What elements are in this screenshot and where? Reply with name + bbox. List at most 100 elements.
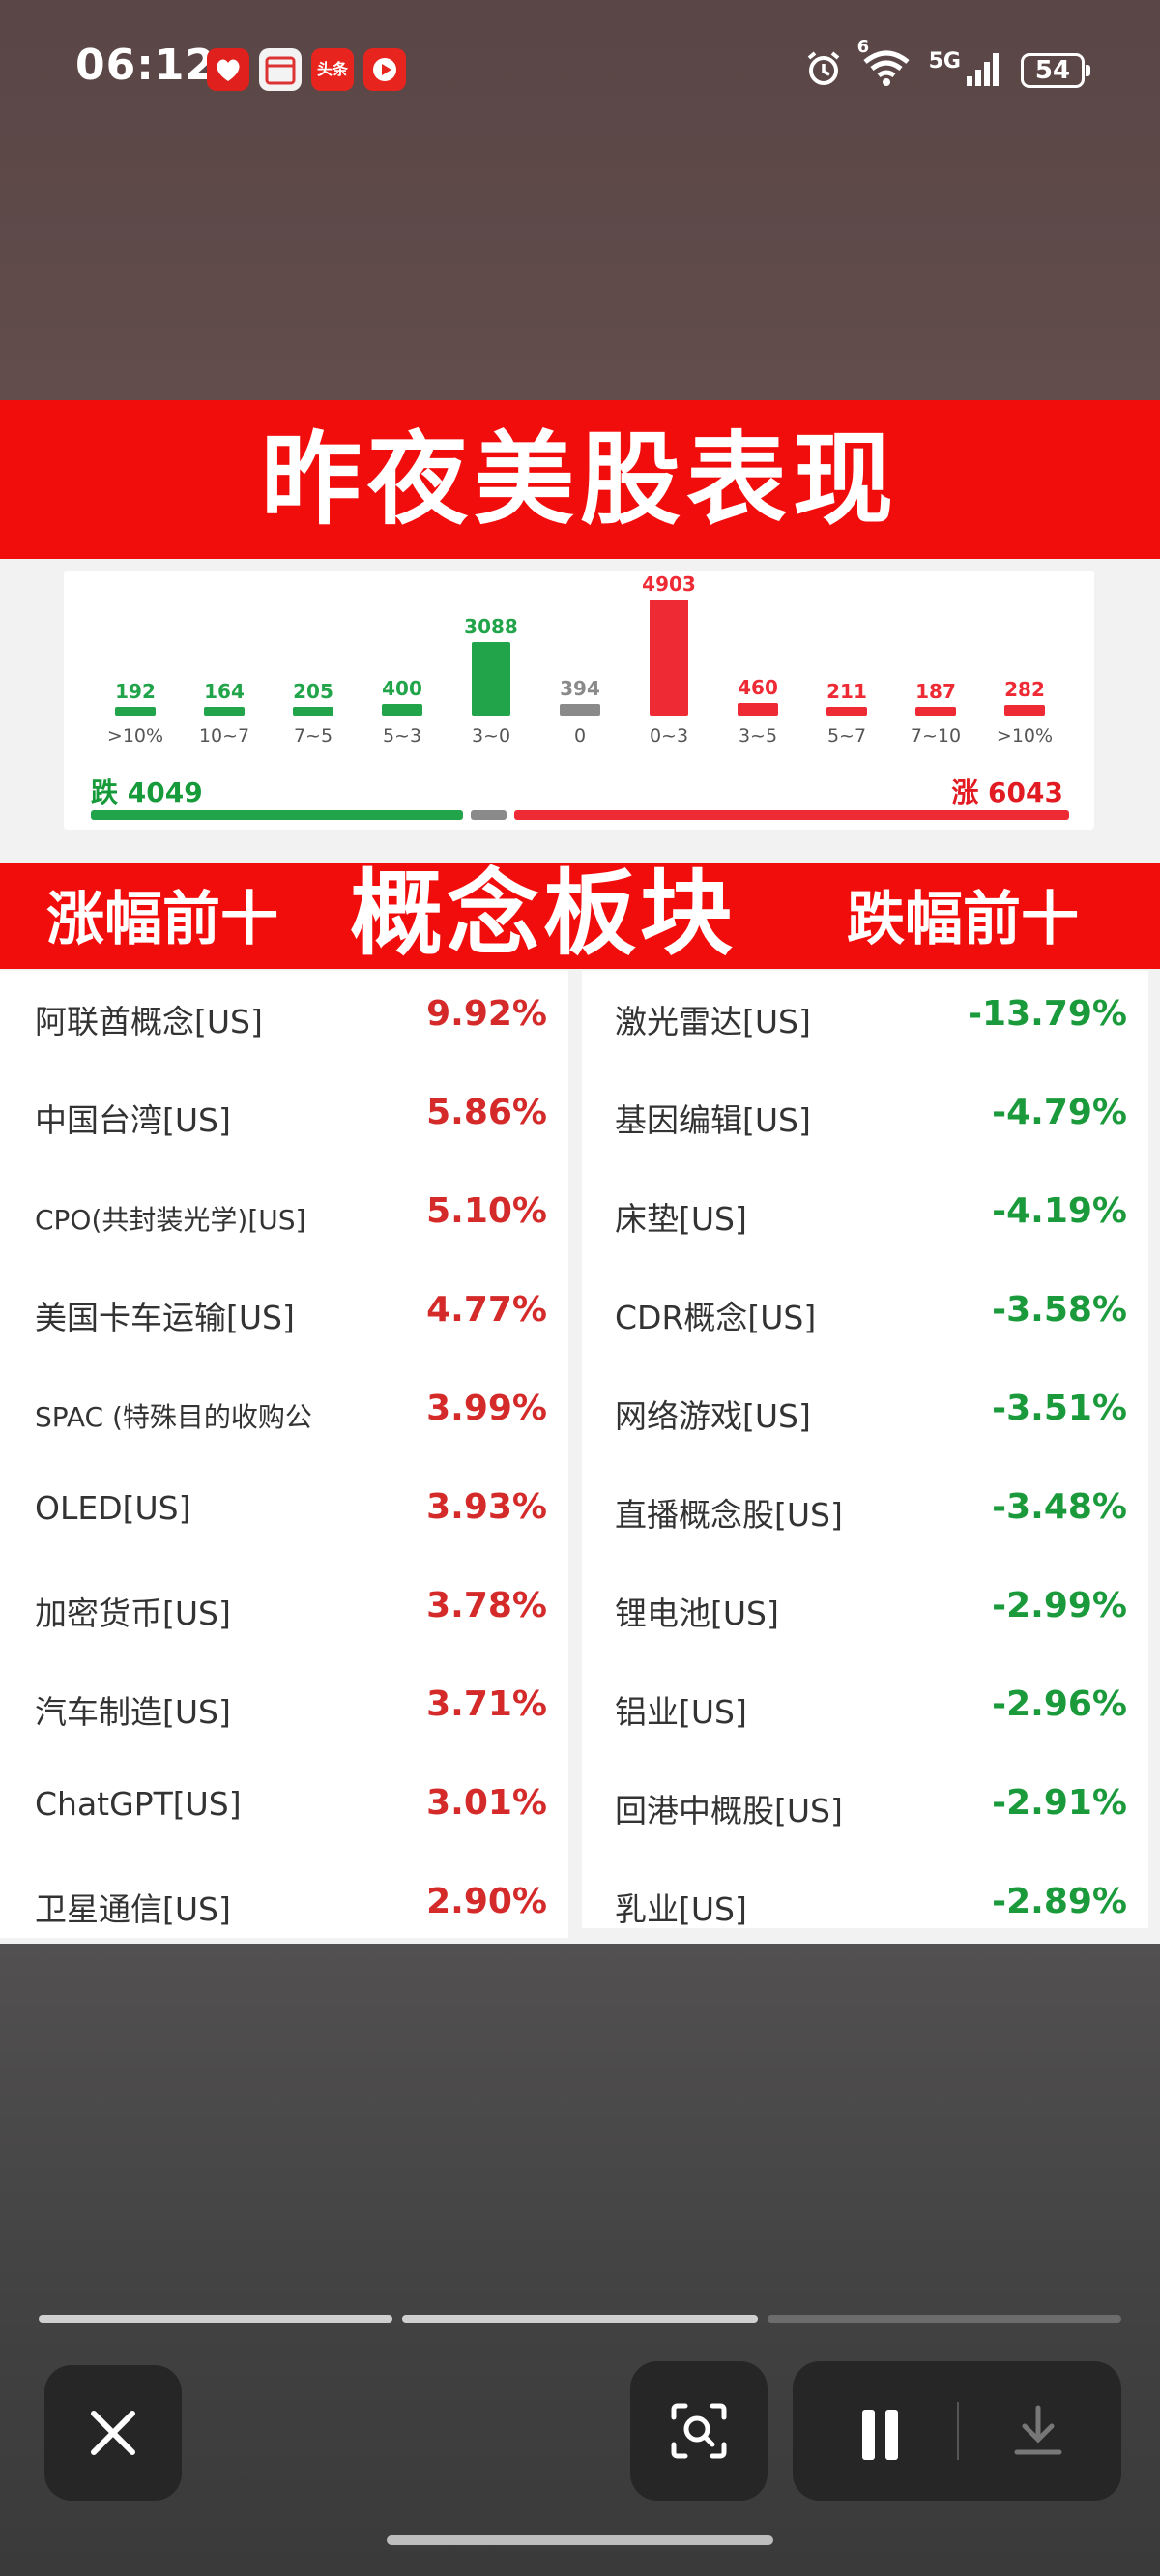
bar-fill: [560, 703, 600, 716]
loser-row: 乳业[US] -2.89%: [582, 1859, 1148, 1957]
bar-label: 7~10: [910, 725, 962, 746]
bar-fill: [650, 600, 688, 716]
rise-split-bar: [514, 810, 1069, 820]
bar-value: 400: [382, 676, 422, 700]
market-summary-image: 昨夜美股表现 跌 4049 涨 6043 涨幅前十 概念板块 跌幅前十 阿联酋概…: [0, 400, 1160, 1944]
gainer-pct: 4.77%: [426, 1290, 547, 1330]
loser-row: 锂电池[US] -2.99%: [582, 1563, 1148, 1661]
download-button[interactable]: [959, 2361, 1121, 2501]
loser-pct: -2.89%: [992, 1882, 1127, 1921]
bar-label: 5~7: [826, 725, 867, 746]
pinduoduo-icon: [207, 48, 249, 91]
progress-segment-1: [39, 2315, 392, 2323]
gainer-pct: 3.01%: [426, 1783, 547, 1823]
pause-icon-bar: [885, 2410, 898, 2460]
gainers-heading: 涨幅前十: [46, 886, 278, 953]
gainer-row: 中国台湾[US] 5.86%: [0, 1069, 568, 1168]
playback-controls: [793, 2361, 1121, 2501]
gainer-name: 卫星通信[US]: [35, 1890, 231, 1928]
gainer-row: 卫星通信[US] 2.90%: [0, 1859, 568, 1957]
bar-label: 5~3: [382, 725, 422, 746]
gainer-pct: 3.78%: [426, 1586, 547, 1625]
loser-name: CDR概念[US]: [615, 1299, 817, 1336]
loser-name: 铝业[US]: [615, 1693, 747, 1731]
bar-value: 211: [826, 679, 867, 703]
gainer-row: SPAC (特殊目的收购公 3.99%: [0, 1365, 568, 1464]
calendar-icon: [259, 48, 302, 91]
close-button[interactable]: [44, 2365, 182, 2501]
gainer-row: 美国卡车运输[US] 4.77%: [0, 1267, 568, 1365]
loser-row: 基因编辑[US] -4.79%: [582, 1069, 1148, 1168]
loser-pct: -4.19%: [992, 1191, 1127, 1231]
gainer-row: OLED[US] 3.93%: [0, 1464, 568, 1563]
gainer-name: 加密货币[US]: [35, 1595, 231, 1632]
progress-segment-3: [768, 2315, 1121, 2323]
loser-row: 直播概念股[US] -3.48%: [582, 1464, 1148, 1563]
wifi-badge: 6: [856, 37, 870, 57]
home-indicator[interactable]: [387, 2535, 773, 2545]
loser-pct: -2.91%: [992, 1783, 1127, 1823]
bar-label: 0: [573, 725, 587, 746]
top-losers-list: 激光雷达[US] -13.79% 基因编辑[US] -4.79% 床垫[US] -4.19…: [582, 971, 1148, 1928]
bar-fill: [915, 707, 956, 716]
loser-name: 回港中概股[US]: [615, 1792, 843, 1830]
gainer-row: CPO(共封装光学)[US] 5.10%: [0, 1168, 568, 1267]
loser-row: 激光雷达[US] -13.79%: [582, 971, 1148, 1069]
bar-fill: [293, 706, 334, 716]
gainer-name: 中国台湾[US]: [35, 1101, 231, 1139]
sector-heading: 概念板块: [350, 860, 737, 968]
bar-value: 282: [1004, 678, 1045, 702]
pause-icon: [862, 2410, 875, 2460]
gainer-name: OLED[US]: [35, 1489, 191, 1527]
distribution-chart: [64, 571, 1094, 830]
bar-label: 7~5: [293, 725, 334, 746]
gainer-pct: 3.93%: [426, 1487, 547, 1527]
loser-pct: -3.51%: [992, 1389, 1127, 1428]
battery-indicator: 54: [1021, 53, 1090, 88]
fall-split-bar: [91, 810, 463, 820]
close-icon: [91, 2411, 135, 2455]
bar-value: 394: [560, 676, 600, 700]
bar-fill: [204, 707, 245, 716]
controls-divider: [957, 2402, 959, 2460]
loser-row: 床垫[US] -4.19%: [582, 1168, 1148, 1267]
loser-pct: -4.79%: [992, 1093, 1127, 1132]
loser-pct: -2.99%: [992, 1586, 1127, 1625]
loser-name: 基因编辑[US]: [615, 1101, 811, 1139]
gainer-row: 加密货币[US] 3.78%: [0, 1563, 568, 1661]
title-banner: 昨夜美股表现: [0, 400, 1160, 559]
loser-pct: -2.96%: [992, 1684, 1127, 1724]
scan-button[interactable]: [630, 2361, 768, 2501]
loser-pct: -3.48%: [992, 1487, 1127, 1527]
bar-value: 192: [115, 679, 156, 703]
signal-icon: [965, 49, 1003, 92]
gainer-name: 美国卡车运输[US]: [35, 1299, 295, 1336]
gainer-pct: 9.92%: [426, 994, 547, 1034]
network-type: 5G: [928, 48, 961, 73]
bar-fill: [1004, 705, 1045, 716]
bar-value: 3088: [464, 615, 518, 639]
bar-fill: [738, 702, 778, 716]
wifi-icon: 6: [857, 37, 912, 93]
loser-pct: -13.79%: [968, 994, 1127, 1034]
status-time: 06:12: [75, 41, 217, 90]
gainer-pct: 2.90%: [426, 1882, 547, 1921]
bar-fill: [826, 706, 867, 716]
loser-row: CDR概念[US] -3.58%: [582, 1267, 1148, 1365]
bar-value: 460: [738, 675, 778, 699]
bar-fill: [115, 706, 156, 716]
loser-name: 锂电池[US]: [615, 1595, 779, 1632]
gainer-name: 阿联酋概念[US]: [35, 1003, 263, 1040]
loser-name: 网络游戏[US]: [615, 1397, 811, 1435]
gainer-row: 阿联酋概念[US] 9.92%: [0, 971, 568, 1069]
card-title: 昨夜美股表现: [260, 421, 899, 539]
bar-value: 187: [915, 680, 956, 703]
flat-split-bar: [470, 810, 507, 820]
gainer-row: 汽车制造[US] 3.71%: [0, 1661, 568, 1760]
rise-count: 涨 6043: [951, 776, 1063, 808]
losers-heading: 跌幅前十: [847, 886, 1079, 953]
bar-fill: [382, 703, 422, 716]
bar-label: 3~5: [738, 725, 778, 746]
alarm-icon: [803, 48, 844, 93]
pause-button[interactable]: [793, 2361, 957, 2501]
